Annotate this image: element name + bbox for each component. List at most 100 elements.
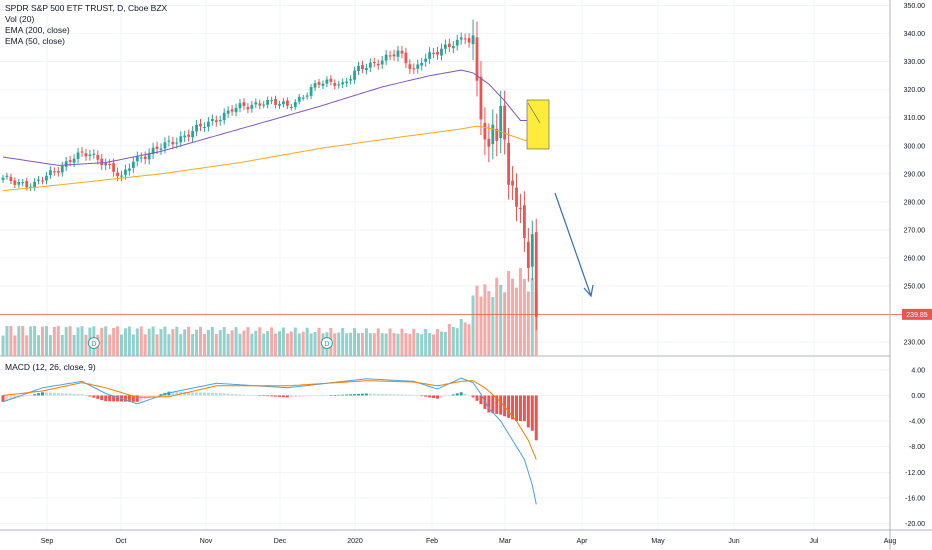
candle-body xyxy=(471,35,475,45)
macd-histogram-bar xyxy=(159,394,163,396)
macd-histogram-bar xyxy=(439,395,443,398)
volume-bar xyxy=(52,326,56,356)
time-axis[interactable]: Sep Oct Nov Dec 2020 Feb Mar Apr May Jun Jul Aug xyxy=(41,538,897,545)
macd-histogram-bar xyxy=(64,393,68,396)
price-candles xyxy=(1,19,538,331)
macd-indicator-label[interactable]: MACD (12, 26, close, 9) xyxy=(5,362,96,372)
macd-histogram-bar xyxy=(246,394,250,396)
candle-body xyxy=(17,182,21,185)
macd-histogram-bar xyxy=(357,393,360,396)
time-tick-label: Mar xyxy=(499,538,512,545)
macd-histogram-bar xyxy=(353,394,357,396)
volume-bar xyxy=(41,326,44,356)
candle-body xyxy=(317,82,321,85)
volume-bar xyxy=(100,327,104,356)
volume-bar xyxy=(416,333,420,356)
volume-bar xyxy=(491,297,495,356)
volume-bar xyxy=(285,333,289,356)
dividend-marker-circle xyxy=(87,337,100,349)
volume-bar xyxy=(357,333,360,356)
macd-histogram-bar xyxy=(123,395,127,402)
macd-histogram xyxy=(1,391,538,441)
macd-histogram-bar xyxy=(222,393,226,396)
candle-body xyxy=(475,37,479,81)
candle-body xyxy=(45,175,48,181)
user-annotations[interactable] xyxy=(526,99,594,298)
time-tick-label: 2020 xyxy=(347,538,363,545)
volume-bar xyxy=(380,333,384,356)
macd-tick-label: -12.00 xyxy=(905,470,925,477)
volume-bar xyxy=(258,327,262,356)
macd-histogram-bar xyxy=(96,395,100,399)
macd-tick-label: -8.00 xyxy=(909,444,925,451)
volume-bar xyxy=(139,326,143,356)
volume-bar xyxy=(234,327,238,356)
macd-histogram-bar xyxy=(368,393,372,396)
ema200-indicator-label[interactable]: EMA (200, close) xyxy=(5,25,70,35)
volume-bar xyxy=(305,327,309,356)
dividend-marker-letter: D xyxy=(324,341,329,348)
macd-histogram-bar xyxy=(408,394,412,396)
candle-body xyxy=(353,70,356,80)
macd-histogram-bar xyxy=(44,392,48,396)
candle-body xyxy=(218,120,222,122)
candle-body xyxy=(333,83,337,86)
candle-body xyxy=(519,207,522,210)
ema200-line xyxy=(2,125,537,192)
candle-body xyxy=(250,104,254,109)
candle-body xyxy=(341,82,345,85)
candle-body xyxy=(203,127,206,129)
volume-bar xyxy=(522,278,526,356)
macd-histogram-bar xyxy=(254,395,258,396)
macd-axis[interactable]: 4.00 0.00 -4.00 -8.00 -12.00 -16.00 -20.00 xyxy=(905,367,925,528)
macd-histogram-bar xyxy=(459,392,463,396)
volume-bar xyxy=(151,326,155,356)
volume-bar xyxy=(412,328,416,356)
candle-body xyxy=(515,187,518,207)
macd-histogram-bar xyxy=(72,393,76,396)
macd-histogram-bar xyxy=(384,394,388,396)
candle-body xyxy=(305,95,309,97)
volume-bar xyxy=(530,277,534,356)
macd-histogram-bar xyxy=(388,394,392,396)
macd-histogram-bar xyxy=(199,392,202,396)
price-tick-label: 350.00 xyxy=(904,3,926,10)
macd-histogram-bar xyxy=(317,395,321,397)
trend-arrow-head xyxy=(583,284,594,298)
macd-histogram-bar xyxy=(297,395,301,397)
volume-bar xyxy=(218,330,222,356)
volume-bar xyxy=(353,328,357,356)
macd-histogram-bar xyxy=(400,394,404,396)
candle-body xyxy=(96,154,100,160)
symbol-title[interactable]: SPDR S&P 500 ETF TRUST, D, Cboe BZX xyxy=(5,3,168,13)
candle-body xyxy=(372,62,376,64)
macd-histogram-bar xyxy=(455,393,459,396)
macd-histogram-bar xyxy=(349,394,353,396)
candle-body xyxy=(52,171,56,173)
candle-body xyxy=(226,110,230,114)
candle-body xyxy=(242,102,246,107)
volume-bar xyxy=(479,296,483,356)
candle-body xyxy=(424,58,428,62)
vol-indicator-label[interactable]: Vol (20) xyxy=(5,14,35,24)
macd-histogram-bar xyxy=(139,395,143,401)
ema50-indicator-label[interactable]: EMA (50, close) xyxy=(5,36,65,46)
volume-bar xyxy=(44,326,48,356)
macd-histogram-bar xyxy=(116,395,120,402)
volume-bar xyxy=(459,318,463,356)
candle-body xyxy=(444,44,447,49)
price-axis[interactable]: 350.00 340.00 330.00 320.00 310.00 300.00 290.… xyxy=(904,3,926,346)
candle-body xyxy=(210,119,214,122)
volume-bar xyxy=(404,333,408,356)
macd-histogram-bar xyxy=(428,395,432,398)
volume-bar xyxy=(179,334,183,356)
macd-histogram-bar xyxy=(432,395,436,399)
volume-bar xyxy=(392,333,396,356)
macd-histogram-bar xyxy=(100,395,104,401)
volume-bar xyxy=(400,328,404,356)
volume-bar xyxy=(167,334,171,356)
time-tick-label: Sep xyxy=(41,538,54,545)
candle-body xyxy=(392,54,396,57)
